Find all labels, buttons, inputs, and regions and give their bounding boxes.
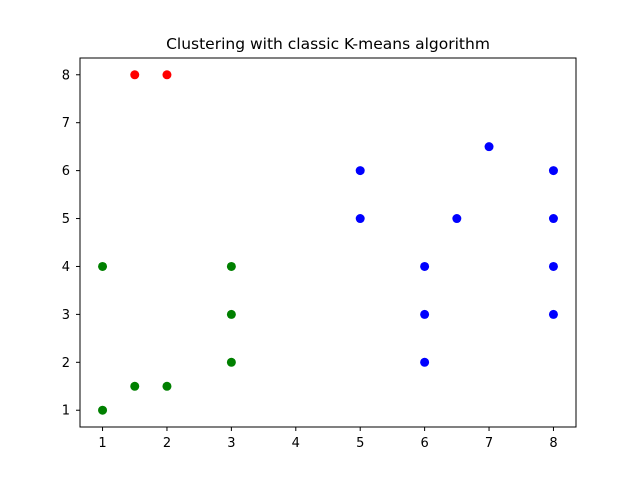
axis-ticks: 1 2 3 4 5 6 7 8 1 2 3 4 5 6 7 8 bbox=[62, 68, 558, 451]
data-point bbox=[355, 166, 365, 176]
data-point bbox=[420, 261, 430, 271]
data-point bbox=[226, 261, 236, 271]
cluster-series bbox=[130, 70, 172, 80]
x-tick-label: 8 bbox=[549, 436, 557, 451]
y-tick-label: 3 bbox=[62, 308, 70, 323]
data-point bbox=[452, 214, 462, 224]
x-tick-label: 2 bbox=[163, 436, 171, 451]
y-tick-label: 5 bbox=[62, 212, 70, 227]
data-point bbox=[420, 309, 430, 319]
data-point bbox=[130, 381, 140, 391]
data-point bbox=[130, 70, 140, 80]
data-point bbox=[484, 142, 494, 152]
y-tick-label: 2 bbox=[62, 356, 70, 371]
cluster-series bbox=[355, 142, 558, 367]
plot-background bbox=[80, 58, 576, 427]
x-tick-label: 7 bbox=[485, 436, 493, 451]
data-point bbox=[226, 357, 236, 367]
data-point bbox=[226, 309, 236, 319]
data-point bbox=[548, 214, 558, 224]
data-point bbox=[98, 261, 108, 271]
data-point bbox=[355, 214, 365, 224]
x-tick-label: 1 bbox=[98, 436, 106, 451]
data-point bbox=[162, 70, 172, 80]
x-tick-label: 4 bbox=[292, 436, 300, 451]
y-tick-label: 8 bbox=[62, 68, 70, 83]
data-points bbox=[98, 70, 558, 415]
x-tick-label: 3 bbox=[227, 436, 235, 451]
x-tick-label: 5 bbox=[356, 436, 364, 451]
y-tick-label: 1 bbox=[62, 404, 70, 419]
data-point bbox=[548, 166, 558, 176]
data-point bbox=[548, 261, 558, 271]
x-tick-label: 6 bbox=[420, 436, 428, 451]
plot-frame bbox=[79, 57, 577, 428]
data-point bbox=[548, 309, 558, 319]
y-tick-label: 7 bbox=[62, 116, 70, 131]
y-tick-label: 6 bbox=[62, 164, 70, 179]
cluster-series bbox=[98, 261, 236, 415]
data-point bbox=[162, 381, 172, 391]
y-tick-label: 4 bbox=[62, 260, 70, 275]
data-point bbox=[98, 405, 108, 415]
chart-title: Clustering with classic K-means algorith… bbox=[166, 35, 490, 53]
data-point bbox=[420, 357, 430, 367]
